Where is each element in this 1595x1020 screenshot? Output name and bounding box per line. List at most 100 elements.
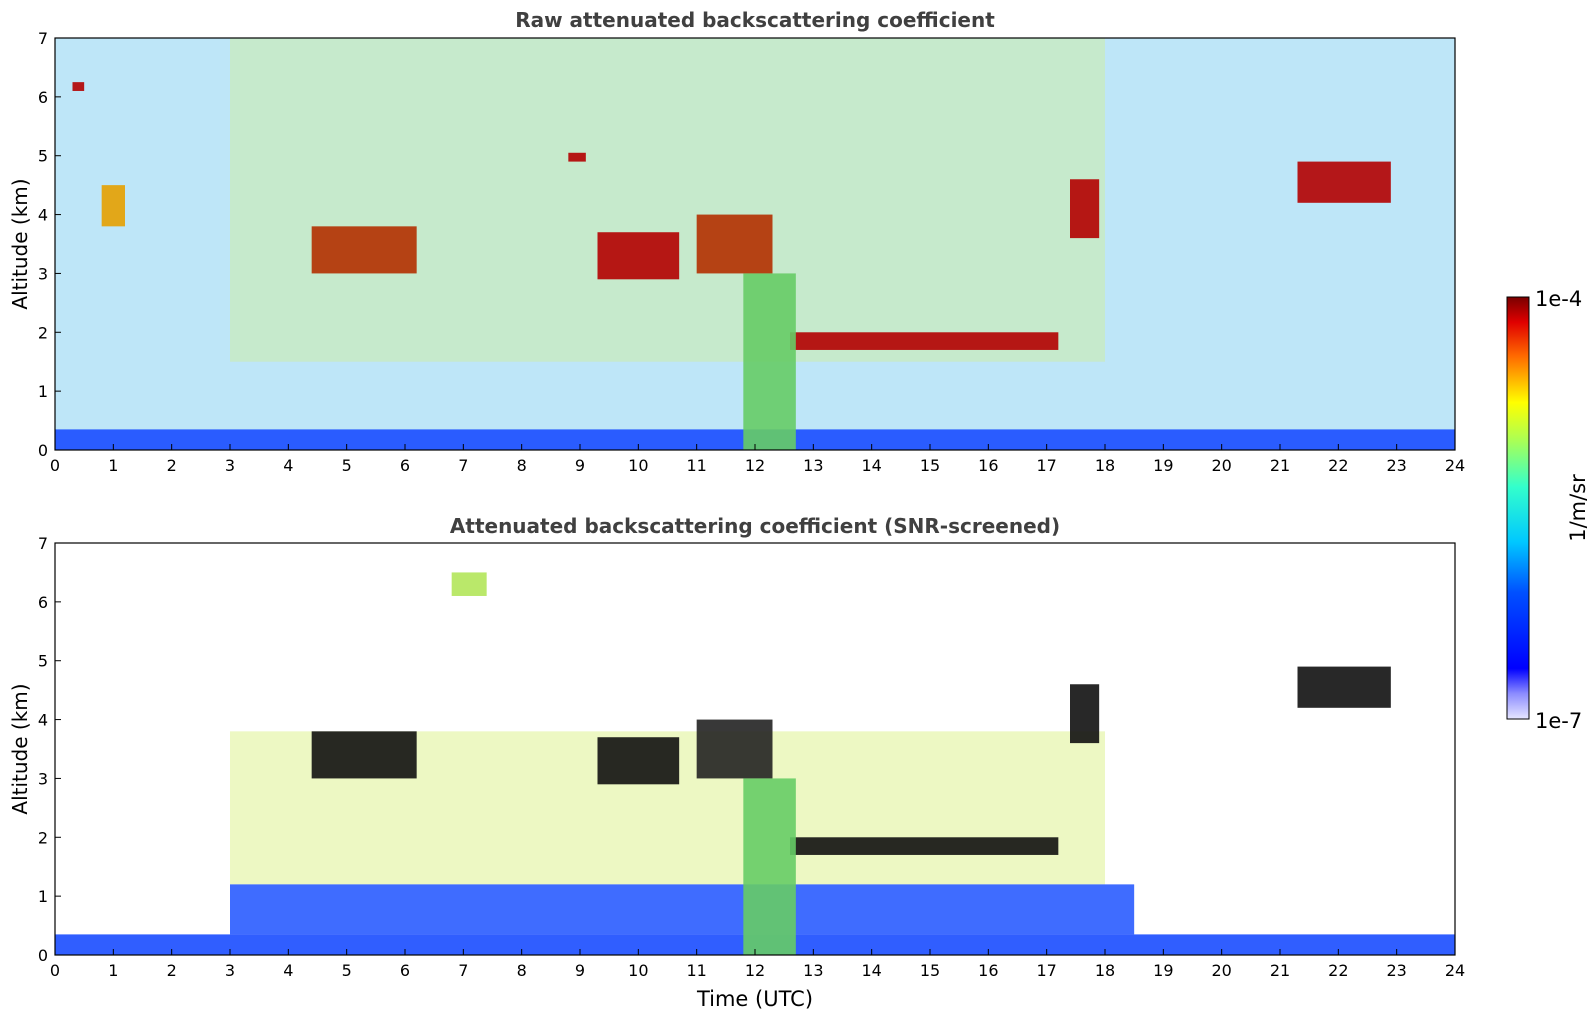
x-tick-label: 8	[517, 961, 527, 980]
panel-screened: Attenuated backscattering coefficient (S…	[8, 514, 1465, 1011]
y-tick-label: 4	[38, 206, 48, 225]
x-tick-label: 22	[1328, 961, 1348, 980]
x-tick-label: 17	[1036, 456, 1056, 475]
x-tick-label: 23	[1386, 456, 1406, 475]
y-tick-label: 7	[38, 29, 48, 48]
x-tick-label: 4	[283, 961, 293, 980]
y-tick-label: 5	[38, 652, 48, 671]
y-tick-label: 2	[38, 323, 48, 342]
cloud-layer	[696, 719, 773, 779]
cloud-layer	[311, 731, 417, 779]
x-tick-label: 9	[575, 456, 585, 475]
x-axis-ticks: 0 1 2 3 4 5 6 7 8 9 10 11 12 13 14 15 16 17 18 19 20 21 22 23 24	[50, 444, 1465, 475]
cloud-layer	[597, 737, 680, 785]
x-tick-label: 13	[803, 456, 823, 475]
y-axis-label: Altitude (km)	[8, 178, 32, 309]
x-tick-label: 2	[167, 961, 177, 980]
x-tick-label: 14	[861, 961, 881, 980]
colorbar-gradient	[1506, 296, 1530, 720]
x-tick-label: 21	[1270, 961, 1290, 980]
x-tick-label: 10	[628, 456, 648, 475]
y-tick-label: 1	[38, 382, 48, 401]
x-tick-label: 11	[686, 456, 706, 475]
x-axis-label: Time (UTC)	[696, 987, 813, 1011]
colorbar-unit-label: 1/m/sr	[1566, 474, 1590, 542]
x-tick-label: 3	[225, 961, 235, 980]
y-tick-label: 4	[38, 711, 48, 730]
x-tick-label: 16	[978, 961, 998, 980]
x-tick-label: 11	[686, 961, 706, 980]
plot-area	[55, 572, 1455, 955]
y-tick-label: 6	[38, 88, 48, 107]
x-tick-label: 5	[342, 456, 352, 475]
cloud-layer	[1297, 161, 1391, 203]
y-tick-label: 7	[38, 534, 48, 553]
cloud-layer	[696, 214, 773, 274]
y-axis-ticks: 0 1 2 3 4 5 6 7	[38, 29, 61, 460]
x-tick-label: 12	[745, 456, 765, 475]
colorbar: 1e-4 1e-7 1/m/sr	[1506, 287, 1590, 733]
aerosol-plume	[743, 778, 796, 955]
x-tick-label: 12	[745, 961, 765, 980]
y-tick-label: 0	[38, 946, 48, 965]
colorbar-max-label: 1e-4	[1535, 287, 1582, 311]
cloud-layer	[1070, 179, 1100, 239]
y-tick-label: 3	[38, 769, 48, 788]
x-tick-label: 18	[1095, 456, 1115, 475]
cloud-layer	[597, 232, 680, 280]
y-axis-label: Altitude (km)	[8, 683, 32, 814]
x-tick-label: 9	[575, 961, 585, 980]
x-tick-label: 20	[1211, 456, 1231, 475]
x-tick-label: 0	[50, 961, 60, 980]
x-tick-label: 5	[342, 961, 352, 980]
background-signal	[230, 38, 1105, 362]
y-tick-label: 5	[38, 147, 48, 166]
x-tick-label: 14	[861, 456, 881, 475]
cloud-layer	[451, 572, 487, 596]
aerosol-plume	[743, 273, 796, 450]
x-tick-label: 0	[50, 456, 60, 475]
x-tick-label: 21	[1270, 456, 1290, 475]
y-tick-label: 3	[38, 264, 48, 283]
x-tick-label: 1	[108, 456, 118, 475]
x-tick-label: 3	[225, 456, 235, 475]
cloud-layer	[790, 837, 1059, 855]
cloud-layer	[568, 152, 586, 162]
y-tick-label: 6	[38, 593, 48, 612]
x-tick-label: 19	[1153, 456, 1173, 475]
cloud-layer	[1297, 666, 1391, 708]
panel-title: Raw attenuated backscattering coefficien…	[515, 8, 995, 32]
cloud-layer	[101, 185, 125, 227]
y-tick-label: 1	[38, 887, 48, 906]
x-tick-label: 24	[1445, 961, 1465, 980]
plot-area	[55, 38, 1455, 450]
y-axis-ticks: 0 1 2 3 4 5 6 7	[38, 534, 61, 965]
y-tick-label: 2	[38, 828, 48, 847]
cloud-layer	[311, 226, 417, 274]
boundary-layer	[230, 884, 1135, 935]
cloud-layer	[1070, 684, 1100, 744]
panel-title: Attenuated backscattering coefficient (S…	[450, 514, 1060, 538]
x-tick-label: 23	[1386, 961, 1406, 980]
x-tick-label: 6	[400, 961, 410, 980]
x-tick-label: 8	[517, 456, 527, 475]
cloud-layer	[72, 82, 85, 91]
cloud-layer	[790, 332, 1059, 350]
x-tick-label: 7	[458, 456, 468, 475]
x-tick-label: 19	[1153, 961, 1173, 980]
x-tick-label: 15	[920, 456, 940, 475]
x-tick-label: 1	[108, 961, 118, 980]
x-tick-label: 16	[978, 456, 998, 475]
x-tick-label: 2	[167, 456, 177, 475]
y-tick-label: 0	[38, 441, 48, 460]
x-tick-label: 17	[1036, 961, 1056, 980]
x-tick-label: 13	[803, 961, 823, 980]
x-tick-label: 18	[1095, 961, 1115, 980]
x-tick-label: 7	[458, 961, 468, 980]
x-tick-label: 15	[920, 961, 940, 980]
x-tick-label: 6	[400, 456, 410, 475]
x-axis-ticks: 0 1 2 3 4 5 6 7 8 9 10 11 12 13 14 15 16 17 18 19 20 21 22 23 24	[50, 949, 1465, 980]
x-tick-label: 24	[1445, 456, 1465, 475]
x-tick-label: 20	[1211, 961, 1231, 980]
